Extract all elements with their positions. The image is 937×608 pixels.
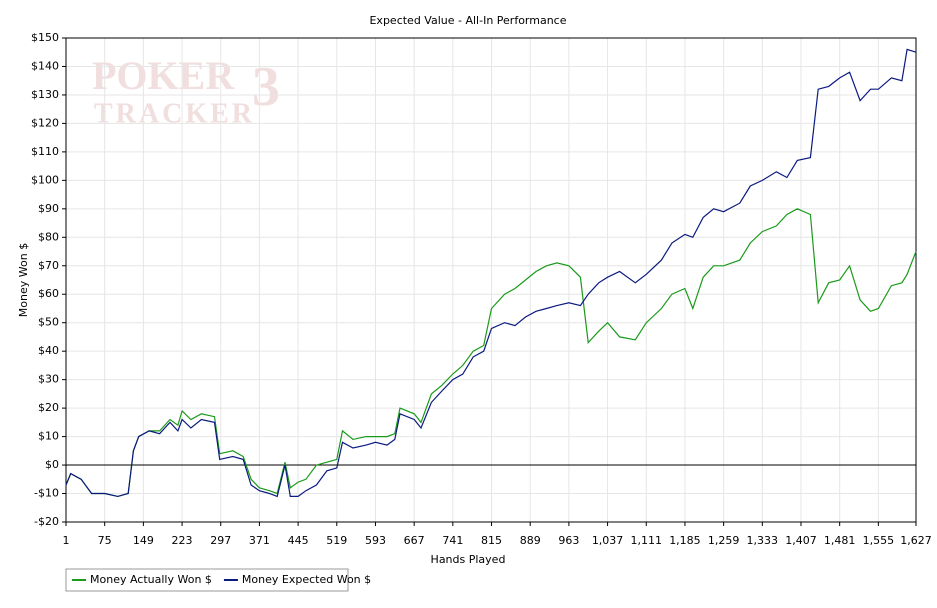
y-tick-label: $120 [31, 116, 59, 129]
x-tick-label: 889 [520, 534, 541, 547]
x-tick-label: 1 [63, 534, 70, 547]
y-tick-label: $140 [31, 59, 59, 72]
legend-label: Money Actually Won $ [90, 573, 212, 586]
y-tick-label: $0 [45, 458, 59, 471]
x-tick-label: 223 [172, 534, 193, 547]
legend-label: Money Expected Won $ [242, 573, 371, 586]
x-tick-label: 75 [98, 534, 112, 547]
y-tick-label: $130 [31, 88, 59, 101]
x-tick-label: 593 [365, 534, 386, 547]
x-tick-label: 667 [404, 534, 425, 547]
y-tick-label: -$10 [34, 487, 59, 500]
x-tick-label: 371 [249, 534, 270, 547]
x-tick-label: 1,185 [669, 534, 701, 547]
y-tick-label: $90 [38, 202, 59, 215]
x-tick-label: 445 [288, 534, 309, 547]
legend-box [65, 568, 349, 592]
y-tick-label: $60 [38, 287, 59, 300]
x-tick-label: 519 [326, 534, 347, 547]
y-tick-label: $70 [38, 259, 59, 272]
y-tick-label: $110 [31, 145, 59, 158]
x-tick-label: 1,555 [863, 534, 895, 547]
y-tick-label: $30 [38, 373, 59, 386]
series-line [65, 208, 917, 498]
y-tick-label: -$20 [34, 515, 59, 528]
x-tick-label: 963 [558, 534, 579, 547]
x-tick-label: 1,333 [747, 534, 779, 547]
x-tick-label: 741 [442, 534, 463, 547]
watermark-version: 3 [252, 56, 280, 118]
x-tick-label: 815 [481, 534, 502, 547]
plot-frame [65, 37, 917, 523]
x-tick-label: 1,407 [785, 534, 817, 547]
y-tick-label: $80 [38, 230, 59, 243]
y-tick-label: $150 [31, 31, 59, 44]
watermark-product: TRACKER [94, 98, 255, 129]
y-axis-label: Money Won $ [17, 243, 30, 317]
x-tick-label: 1,259 [708, 534, 740, 547]
y-tick-label: $100 [31, 173, 59, 186]
x-tick-label: 1,481 [824, 534, 856, 547]
y-tick-label: $20 [38, 401, 59, 414]
x-axis-label: Hands Played [431, 553, 506, 566]
chart-title: Expected Value - All-In Performance [369, 14, 566, 27]
y-tick-label: $40 [38, 344, 59, 357]
x-tick-label: 1,627 [900, 534, 932, 547]
watermark-brand: POKER [92, 53, 235, 98]
x-tick-label: 149 [133, 534, 154, 547]
y-tick-label: $50 [38, 316, 59, 329]
x-tick-label: 297 [210, 534, 231, 547]
x-tick-label: 1,111 [631, 534, 663, 547]
series-line [65, 48, 917, 498]
y-tick-label: $10 [38, 430, 59, 443]
x-tick-label: 1,037 [592, 534, 624, 547]
